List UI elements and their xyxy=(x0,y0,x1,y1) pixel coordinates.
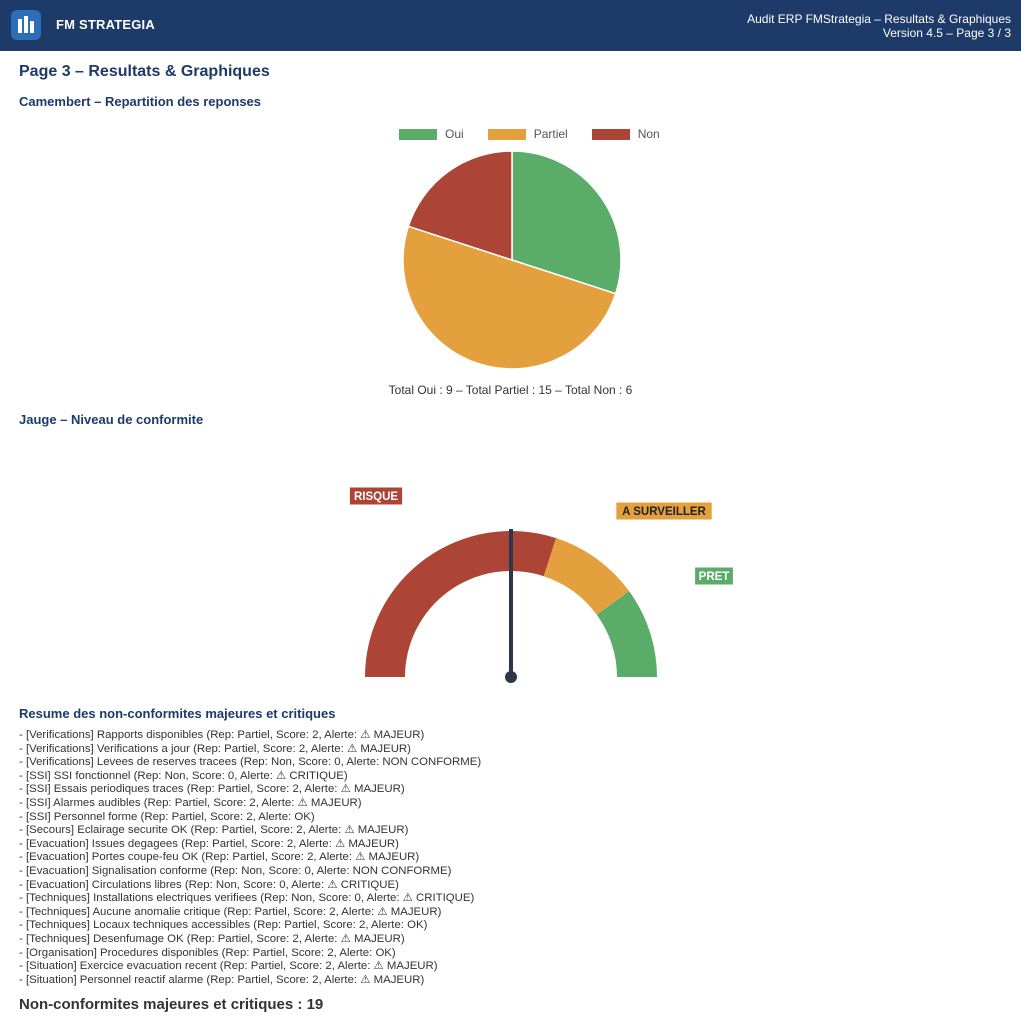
legend-label: Partiel xyxy=(533,127,568,141)
list-item: - [SSI] Alarmes audibles (Rep: Partiel, … xyxy=(19,796,362,809)
nonconformity-list: - [Verifications] Rapports disponibles (… xyxy=(19,729,481,987)
legend-label: Oui xyxy=(445,127,464,141)
gauge-label-risque: RISQUE xyxy=(348,486,404,506)
page-title: Page 3 – Resultats & Graphiques xyxy=(19,63,270,80)
pie-slice-partiel[interactable] xyxy=(402,225,617,370)
pie-slice-non[interactable] xyxy=(407,150,513,262)
legend-item-non[interactable]: Non xyxy=(591,127,660,141)
list-item: - [Evacuation] Issues degagees (Rep: Par… xyxy=(19,837,399,850)
bar-chart-icon xyxy=(11,10,41,40)
list-item: - [Techniques] Aucune anomalie critique … xyxy=(19,905,442,918)
gauge-segment-a-surveiller xyxy=(543,538,630,615)
gauge-chart: RISQUE A SURVEILLER PRET xyxy=(348,486,734,683)
brand-name: FM STRATEGIA xyxy=(56,17,155,32)
legend-label: Non xyxy=(637,127,660,141)
header-version: Version 4.5 – Page 3 / 3 xyxy=(882,26,1011,40)
list-item: - [Techniques] Installations electriques… xyxy=(19,892,475,905)
summary-section-title: Resume des non-conformites majeures et c… xyxy=(19,706,336,721)
list-item: - [Organisation] Procedures disponibles … xyxy=(19,946,396,959)
svg-text:PRET: PRET xyxy=(699,571,730,583)
list-item: - [Secours] Eclairage securite OK (Rep: … xyxy=(19,824,409,837)
pie-totals: Total Oui : 9 – Total Partiel : 15 – Tot… xyxy=(388,383,633,397)
app-header: FM STRATEGIA Audit ERP FMStrategia – Res… xyxy=(0,0,1021,51)
gauge-needle-hub xyxy=(505,671,517,683)
list-item: - [Verifications] Rapports disponibles (… xyxy=(19,729,425,741)
legend-item-oui[interactable]: Oui xyxy=(399,127,464,141)
list-item: - [Situation] Exercice evacuation recent… xyxy=(19,960,438,973)
nonconformity-count: Non-conformites majeures et critiques : … xyxy=(19,996,324,1013)
list-item: - [Verifications] Verifications a jour (… xyxy=(19,742,411,755)
legend-swatch xyxy=(399,128,437,140)
header-info: Audit ERP FMStrategia – Resultats & Grap… xyxy=(747,12,1011,40)
svg-text:RISQUE: RISQUE xyxy=(354,491,398,503)
header-title: Audit ERP FMStrategia – Resultats & Grap… xyxy=(747,12,1011,26)
list-item: - [SSI] Essais periodiques traces (Rep: … xyxy=(19,783,405,796)
list-item: - [SSI] SSI fonctionnel (Rep: Non, Score… xyxy=(19,769,348,782)
list-item: - [Techniques] Desenfumage OK (Rep: Part… xyxy=(19,932,405,945)
list-item: - [Evacuation] Signalisation conforme (R… xyxy=(19,864,452,877)
pie-section-title: Camembert – Repartition des reponses xyxy=(19,94,262,109)
gauge-label-a-surveiller: A SURVEILLER xyxy=(615,501,713,521)
gauge-label-pret: PRET xyxy=(694,566,734,586)
pie-slice-oui[interactable] xyxy=(511,150,622,295)
svg-text:A SURVEILLER: A SURVEILLER xyxy=(622,506,706,518)
gauge-segment-risque xyxy=(365,531,557,677)
pie-legend: Oui Partiel Non xyxy=(399,126,660,142)
legend-item-partiel[interactable]: Partiel xyxy=(487,127,568,141)
list-item: - [Situation] Personnel reactif alarme (… xyxy=(19,973,425,986)
legend-swatch xyxy=(487,128,526,140)
gauge-section-title: Jauge – Niveau de conformite xyxy=(19,412,204,427)
list-item: - [Techniques] Locaux techniques accessi… xyxy=(19,919,428,932)
list-item: - [Evacuation] Circulations libres (Rep:… xyxy=(19,878,399,891)
legend-swatch xyxy=(591,128,630,140)
list-item: - [Evacuation] Portes coupe-feu OK (Rep:… xyxy=(19,851,420,864)
list-item: - [SSI] Personnel forme (Rep: Partiel, S… xyxy=(19,810,315,823)
pie-chart xyxy=(402,150,622,370)
list-item: - [Verifications] Levees de reserves tra… xyxy=(19,756,482,769)
gauge-segment-pret xyxy=(596,591,657,677)
